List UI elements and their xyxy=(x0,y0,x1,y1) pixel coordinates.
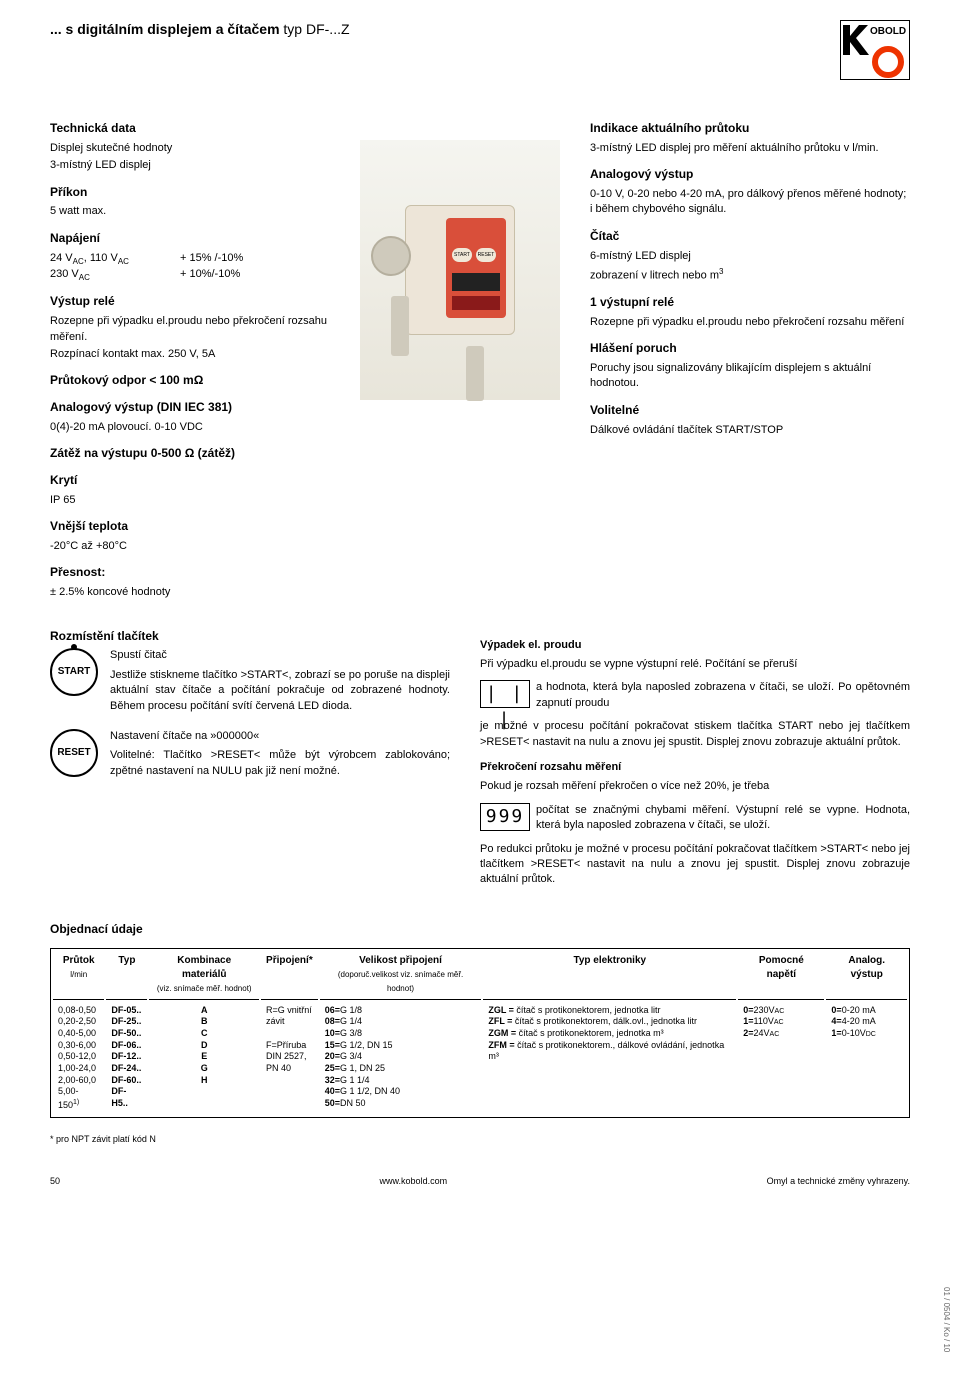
reset-text: Volitelné: Tlačítko >RESET< může být výr… xyxy=(110,748,450,779)
indication-label: Indikace aktuálního průtoku xyxy=(590,120,910,137)
footer-note: Omyl a technické změny vyhrazeny. xyxy=(767,1175,910,1188)
optional-text: Dálkové ovládání tlačítek START/STOP xyxy=(590,423,910,438)
analog-text: 0(4)-20 mA plovoucí. 0-10 VDC xyxy=(50,420,330,435)
power-label: Příkon xyxy=(50,184,330,201)
reset-block: RESET Nastavení čítače na »000000« Volit… xyxy=(50,729,450,779)
display-icon-999: 999 xyxy=(480,803,530,831)
powerfail-block: | | | a hodnota, která byla naposled zob… xyxy=(480,680,910,719)
reset-button-icon: RESET xyxy=(50,729,98,777)
start-lead: Spustí čitač xyxy=(110,648,450,663)
acc-label: Přesnost: xyxy=(50,564,330,581)
title-bold: ... s digitálním displejem a čítačem xyxy=(50,21,280,37)
error-text: Poruchy jsou signalizovány blikajícím di… xyxy=(590,361,910,392)
th-size: Velikost připojení(doporuč.velikost viz.… xyxy=(320,951,482,1000)
optional-label: Volitelné xyxy=(590,402,910,419)
counter-label: Čítač xyxy=(590,228,910,245)
overrange-block: 999 počítat se značnými chybami měření. … xyxy=(480,803,910,842)
relay-text2: Rozpínací kontakt max. 250 V, 5A xyxy=(50,347,330,362)
cell-type: DF-05..DF-25..DF-50..DF-06..DF-12..DF-24… xyxy=(106,1002,147,1115)
ip-val: IP 65 xyxy=(50,493,330,508)
order-title: Objednací údaje xyxy=(50,921,910,938)
side-code: 01 / 0504 / Ko / 10 xyxy=(941,1287,952,1352)
display-val: 3-místný LED displej xyxy=(50,158,330,173)
page-number: 50 xyxy=(50,1175,60,1188)
power-val: 5 watt max. xyxy=(50,204,330,219)
temp-label: Vnější teplota xyxy=(50,518,330,535)
powerfail-title: Výpadek el. proudu xyxy=(480,638,910,653)
th-aout: Analog. výstup xyxy=(826,951,907,1000)
tech-title: Technická data xyxy=(50,120,330,137)
ip-label: Krytí xyxy=(50,472,330,489)
order-table: Průtokl/min Typ Kombinace materiálů(viz.… xyxy=(50,948,910,1118)
resistance: Průtokový odpor < 100 mΩ xyxy=(50,372,330,389)
cell-comb: ABCDEGH xyxy=(149,1002,259,1115)
aout-text: 0-10 V, 0-20 nebo 4-20 mA, pro dálkový p… xyxy=(590,187,910,218)
indication-text: 3-místný LED displej pro měření aktuální… xyxy=(590,141,910,156)
cell-aout: 0=0-20 mA4=4-20 mA1=0-10VDC xyxy=(826,1002,907,1115)
temp-val: -20°C až +80°C xyxy=(50,539,330,554)
page-title: ... s digitálním displejem a čítačem typ… xyxy=(50,20,350,40)
counter-text1: 6-místný LED displej xyxy=(590,249,910,264)
th-elec: Typ elektroniky xyxy=(483,951,736,1000)
start-block: START Spustí čitač Jestliže stiskneme tl… xyxy=(50,648,450,714)
relay-text: Rozepne při výpadku el.proudu nebo překr… xyxy=(50,314,330,345)
cell-aux: 0=230VAC1=110VAC2=24VAC xyxy=(738,1002,824,1115)
supply-row1: 24 VAC, 110 VAC + 15% /-10% xyxy=(50,251,330,267)
order-section: Objednací údaje Průtokl/min Typ Kombinac… xyxy=(50,921,910,1118)
overrange-title: Překročení rozsahu měření xyxy=(480,760,910,775)
supply-label: Napájení xyxy=(50,230,330,247)
svg-text:OBOLD: OBOLD xyxy=(870,26,906,37)
cell-elec: ZGL = čítač s protikonektorem, jednotka … xyxy=(483,1002,736,1115)
display-label: Displej skutečné hodnoty xyxy=(50,141,330,156)
th-type: Typ xyxy=(106,951,147,1000)
powerfail-p1a: Při výpadku el.proudu se vypne výstupní … xyxy=(480,657,910,672)
device-photo: STARTRESET xyxy=(360,140,560,400)
page-footer: 50 www.kobold.com Omyl a technické změny… xyxy=(50,1175,910,1188)
buttons-title: Rozmístění tlačítek xyxy=(50,628,450,645)
start-button-icon: START xyxy=(50,648,98,696)
reset-lead: Nastavení čítače na »000000« xyxy=(110,729,450,744)
aout-label: Analogový výstup xyxy=(590,166,910,183)
features-column: Indikace aktuálního průtoku 3-místný LED… xyxy=(590,120,910,603)
analog-label: Analogový výstup (DIN IEC 381) xyxy=(50,399,330,416)
th-conn: Připojení* xyxy=(261,951,318,1000)
th-comb: Kombinace materiálů(viz. snímače měř. ho… xyxy=(149,951,259,1000)
outrelay-text: Rozepne při výpadku el.proudu nebo překr… xyxy=(590,315,910,330)
powerfail-p1c: je možné v procesu počítání pokračovat s… xyxy=(480,719,910,750)
counter-text2: zobrazení v litrech nebo m3 xyxy=(590,266,910,284)
supply-row2: 230 VAC + 10%/-10% xyxy=(50,267,330,283)
cell-size: 06=G 1/808=G 1/410=G 3/815=G 1/2, DN 152… xyxy=(320,1002,482,1115)
th-aux: Pomocné napětí xyxy=(738,951,824,1000)
start-text: Jestliže stiskneme tlačítko >START<, zob… xyxy=(110,668,450,714)
cell-flow: 0,08-0,500,20-2,500,40-5,000,30-6,000,50… xyxy=(53,1002,104,1115)
overrange-p2b: počítat se značnými chybami měření. Výst… xyxy=(480,803,910,834)
overrange-p2a: Pokud je rozsah měření překročen o více … xyxy=(480,779,910,794)
acc-val: ± 2.5% koncové hodnoty xyxy=(50,585,330,600)
load-label: Zátěž na výstupu 0-500 Ω (zátěž) xyxy=(50,445,330,462)
overrange-p2c: Po redukci průtoku je možné v procesu po… xyxy=(480,842,910,888)
tech-data-column: Technická data Displej skutečné hodnoty … xyxy=(50,120,330,603)
outrelay-label: 1 výstupní relé xyxy=(590,294,910,311)
device-image-column: STARTRESET xyxy=(360,120,560,603)
th-flow: Průtokl/min xyxy=(53,951,104,1000)
title-thin: typ DF-...Z xyxy=(280,21,350,37)
cell-conn: R=G vnitřnízávitF=PřírubaDIN 2527,PN 40 xyxy=(261,1002,318,1115)
relay-label: Výstup relé xyxy=(50,293,330,310)
footnote: * pro NPT závit platí kód N xyxy=(50,1133,910,1146)
powerfail-p1b: a hodnota, která byla naposled zobrazena… xyxy=(480,680,910,711)
footer-url: www.kobold.com xyxy=(380,1175,448,1188)
display-icon-blank: | | | xyxy=(480,680,530,708)
kobold-logo: OBOLD xyxy=(840,20,910,80)
error-label: Hlášení poruch xyxy=(590,340,910,357)
